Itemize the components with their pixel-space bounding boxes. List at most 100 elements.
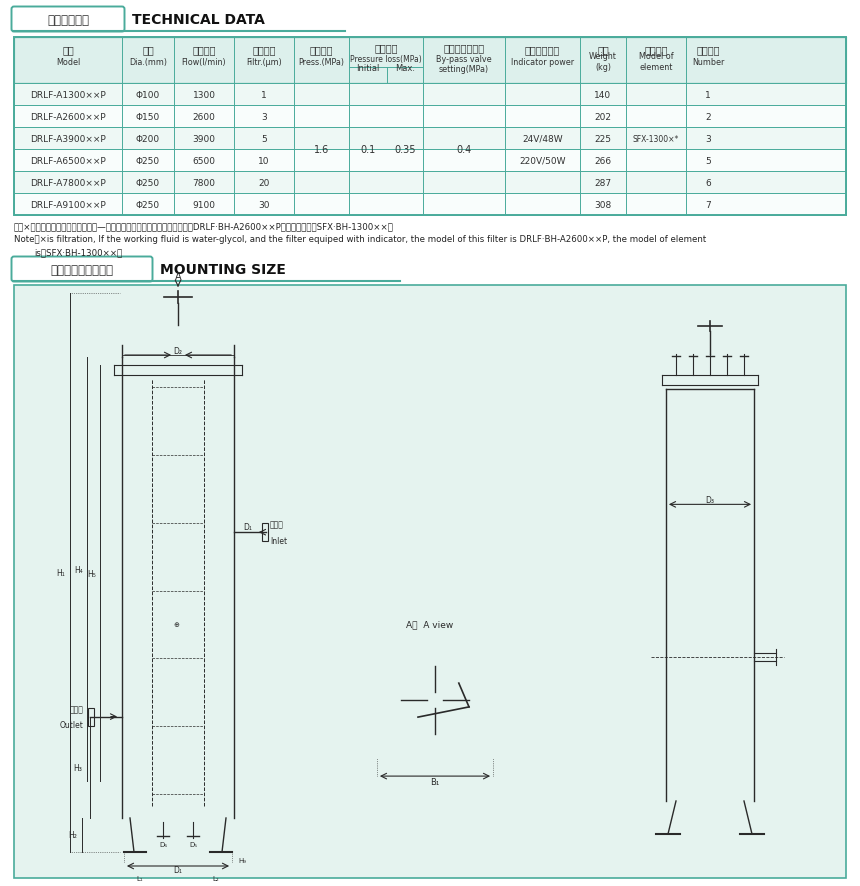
Text: 6: 6 [705,178,711,187]
Text: Max.: Max. [395,64,415,73]
Text: Press.(MPa): Press.(MPa) [298,58,345,66]
Text: D₅: D₅ [189,841,197,847]
Text: L₁: L₁ [137,875,144,881]
Text: DRLF-A6500××P: DRLF-A6500××P [30,156,106,166]
Text: 滤芯型号: 滤芯型号 [644,45,667,55]
Text: D₃: D₃ [705,495,715,504]
Text: B₁: B₁ [430,777,439,786]
Text: Inlet: Inlet [270,536,287,545]
Text: 1300: 1300 [193,90,216,99]
Text: 2: 2 [705,113,711,121]
Bar [14,38,846,216]
Text: 发讯装置功率: 发讯装置功率 [525,45,560,55]
Text: 重量: 重量 [597,45,609,55]
Text: H₅: H₅ [87,569,96,578]
Text: 四、安装及外形尺寸: 四、安装及外形尺寸 [51,263,114,276]
Text: 225: 225 [594,135,611,144]
Text: 3: 3 [261,113,267,121]
Text: H₂: H₂ [68,830,77,840]
Text: H₁: H₁ [56,568,65,578]
Text: 202: 202 [594,113,611,121]
Text: Number: Number [691,58,724,66]
Text: SFX-1300×*: SFX-1300×* [633,135,679,144]
Text: D₂: D₂ [174,346,182,355]
Bar [14,285,846,878]
Text: DRLF-A1300××P: DRLF-A1300××P [30,90,106,99]
Text: 1: 1 [705,90,711,99]
Text: D₁: D₁ [243,522,253,531]
Text: Φ250: Φ250 [136,156,160,166]
Text: 旁通阀开启压力: 旁通阀开启压力 [444,43,484,53]
Text: Flow(l/min): Flow(l/min) [181,58,226,66]
Text: 30: 30 [258,200,270,209]
Text: is：SFX·BH-1300××。: is：SFX·BH-1300××。 [34,248,122,257]
Text: 6500: 6500 [193,156,216,166]
Text: Φ100: Φ100 [136,90,160,99]
Bar [88,708,94,726]
Text: 3: 3 [705,135,711,144]
Text: ⊕: ⊕ [173,622,179,627]
Text: 三、技术参数: 三、技术参数 [47,13,89,27]
Text: 出油口: 出油口 [71,704,84,713]
Text: H₃: H₃ [73,763,82,772]
Text: Model: Model [56,58,80,66]
Text: 220V/50W: 220V/50W [519,156,566,166]
Text: DRLF-A7800××P: DRLF-A7800××P [30,178,106,187]
Text: 0.1: 0.1 [360,144,376,155]
Text: DRLF-A9100××P: DRLF-A9100××P [30,200,106,209]
Bar [14,150,846,172]
Text: DRLF-A2600××P: DRLF-A2600××P [30,113,106,121]
Text: Model of
element: Model of element [639,52,673,72]
Text: setting(MPa): setting(MPa) [439,65,489,74]
Text: 公称流量: 公称流量 [193,45,216,55]
Text: 140: 140 [594,90,611,99]
Text: DRLF-A3900××P: DRLF-A3900××P [30,135,106,144]
Text: By-pass valve: By-pass valve [436,54,492,64]
Text: 2600: 2600 [193,113,216,121]
Text: 9100: 9100 [193,200,216,209]
Text: 7: 7 [705,200,711,209]
Text: 压力损失: 压力损失 [374,43,397,53]
Text: Indicator power: Indicator power [511,58,574,66]
Bar [14,172,846,194]
Text: Φ150: Φ150 [136,113,160,121]
Text: 287: 287 [594,178,611,187]
Text: MOUNTING SIZE: MOUNTING SIZE [160,263,286,276]
Bar [262,524,268,541]
Text: 过滤精度: 过滤精度 [252,45,276,55]
Text: Φ200: Φ200 [136,135,160,144]
Text: Outlet: Outlet [60,720,84,729]
Text: Filtr.(μm): Filtr.(μm) [246,58,282,66]
Text: 型号: 型号 [62,45,74,55]
Text: 公称压力: 公称压力 [310,45,334,55]
Bar [14,194,846,216]
Text: Φ250: Φ250 [136,200,160,209]
Text: TECHNICAL DATA: TECHNICAL DATA [132,13,265,27]
Bar [14,128,846,150]
Text: 10: 10 [258,156,270,166]
Text: L₂: L₂ [212,875,219,881]
Text: Weight
(kg): Weight (kg) [589,52,617,72]
Text: 308: 308 [594,200,611,209]
Text: H₄: H₄ [74,565,83,574]
Text: Dia.(mm): Dia.(mm) [129,58,167,66]
Bar [14,106,846,128]
Bar [14,38,846,84]
Text: 1.6: 1.6 [314,144,329,155]
Text: H₉: H₉ [238,857,246,863]
Text: Φ250: Φ250 [136,178,160,187]
Text: 5: 5 [705,156,711,166]
Text: 3900: 3900 [193,135,216,144]
Text: Initial: Initial [356,64,379,73]
Text: Pressure loss(MPa): Pressure loss(MPa) [350,54,422,64]
Text: 通径: 通径 [142,45,154,55]
Text: D₆: D₆ [159,841,167,847]
Text: 0.4: 0.4 [457,144,471,155]
Text: 滤芯数量: 滤芯数量 [697,45,720,55]
Text: 进油口: 进油口 [270,520,284,529]
Text: 20: 20 [258,178,270,187]
Text: D₁: D₁ [174,866,182,874]
Text: 0.35: 0.35 [394,144,415,155]
Text: 注：×为过滤精度，若使用介质为水—乙二醇，带发讯器，则过滤器型号为：DRLF·BH-A2600××P，滤芯型号为：SFX·BH-1300××。: 注：×为过滤精度，若使用介质为水—乙二醇，带发讯器，则过滤器型号为：DRLF·B… [14,222,394,230]
Text: 266: 266 [594,156,611,166]
